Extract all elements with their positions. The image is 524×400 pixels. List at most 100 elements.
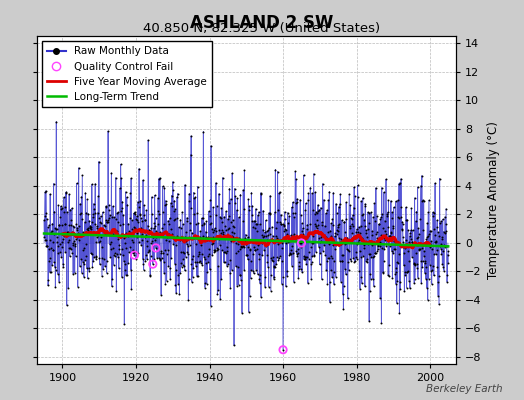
Point	[84, 227, 92, 233]
Point	[257, 232, 266, 238]
Point	[358, 195, 367, 201]
Point	[296, 196, 304, 203]
Point	[217, 276, 225, 282]
Point	[410, 260, 418, 266]
Point	[266, 211, 274, 217]
Point	[383, 236, 391, 242]
Point	[194, 220, 202, 226]
Point	[210, 226, 218, 233]
Point	[141, 232, 150, 238]
Point	[331, 230, 340, 236]
Point	[379, 270, 387, 276]
Point	[124, 228, 133, 234]
Point	[331, 233, 339, 239]
Point	[107, 170, 116, 176]
Point	[84, 225, 92, 231]
Point	[129, 210, 138, 216]
Point	[178, 262, 187, 268]
Point	[411, 218, 420, 224]
Point	[420, 258, 429, 264]
Point	[367, 253, 376, 260]
Point	[291, 200, 300, 206]
Point	[425, 262, 434, 268]
Point	[375, 240, 383, 246]
Point	[283, 273, 291, 279]
Point	[349, 255, 357, 261]
Point	[434, 229, 443, 236]
Point	[61, 248, 69, 255]
Point	[318, 222, 326, 228]
Point	[117, 175, 125, 182]
Point	[70, 224, 78, 230]
Point	[267, 272, 275, 278]
Legend: Raw Monthly Data, Quality Control Fail, Five Year Moving Average, Long-Term Tren: Raw Monthly Data, Quality Control Fail, …	[42, 41, 212, 107]
Point	[46, 191, 54, 197]
Point	[444, 248, 452, 255]
Point	[214, 286, 222, 293]
Point	[325, 188, 333, 195]
Point	[390, 246, 398, 252]
Y-axis label: Temperature Anomaly (°C): Temperature Anomaly (°C)	[487, 121, 500, 279]
Point	[89, 258, 97, 265]
Point	[274, 168, 282, 175]
Point	[300, 253, 309, 259]
Point	[285, 237, 293, 244]
Point	[198, 222, 206, 228]
Point	[406, 233, 414, 240]
Point	[106, 239, 115, 245]
Point	[149, 261, 157, 267]
Point	[389, 204, 398, 210]
Point	[419, 257, 427, 264]
Point	[125, 249, 133, 256]
Point	[261, 274, 269, 280]
Point	[42, 216, 51, 222]
Point	[80, 230, 89, 236]
Point	[41, 237, 50, 243]
Point	[111, 231, 119, 238]
Point	[187, 205, 195, 211]
Point	[94, 232, 102, 238]
Point	[259, 234, 268, 240]
Point	[363, 234, 371, 240]
Point	[393, 277, 401, 284]
Point	[164, 263, 172, 270]
Point	[352, 229, 361, 235]
Point	[237, 243, 246, 250]
Point	[64, 228, 72, 235]
Point	[142, 252, 150, 258]
Point	[302, 254, 310, 260]
Point	[216, 230, 225, 236]
Point	[332, 200, 340, 207]
Point	[263, 228, 271, 234]
Point	[282, 231, 291, 237]
Point	[438, 251, 446, 257]
Point	[346, 224, 354, 231]
Point	[123, 202, 132, 208]
Point	[108, 214, 116, 220]
Point	[376, 295, 385, 302]
Point	[293, 196, 301, 202]
Point	[223, 248, 232, 254]
Point	[343, 234, 352, 241]
Point	[421, 276, 430, 282]
Point	[144, 222, 152, 229]
Point	[330, 281, 338, 287]
Point	[373, 213, 381, 219]
Point	[301, 256, 309, 262]
Point	[118, 274, 126, 280]
Point	[422, 236, 431, 242]
Point	[377, 214, 385, 220]
Point	[203, 237, 211, 244]
Point	[333, 224, 342, 230]
Point	[318, 219, 326, 225]
Point	[149, 261, 157, 267]
Point	[414, 234, 422, 240]
Point	[60, 204, 69, 210]
Point	[262, 242, 270, 249]
Point	[45, 222, 53, 228]
Point	[66, 245, 74, 252]
Point	[260, 247, 268, 254]
Point	[173, 190, 182, 197]
Point	[368, 239, 377, 245]
Point	[139, 177, 147, 183]
